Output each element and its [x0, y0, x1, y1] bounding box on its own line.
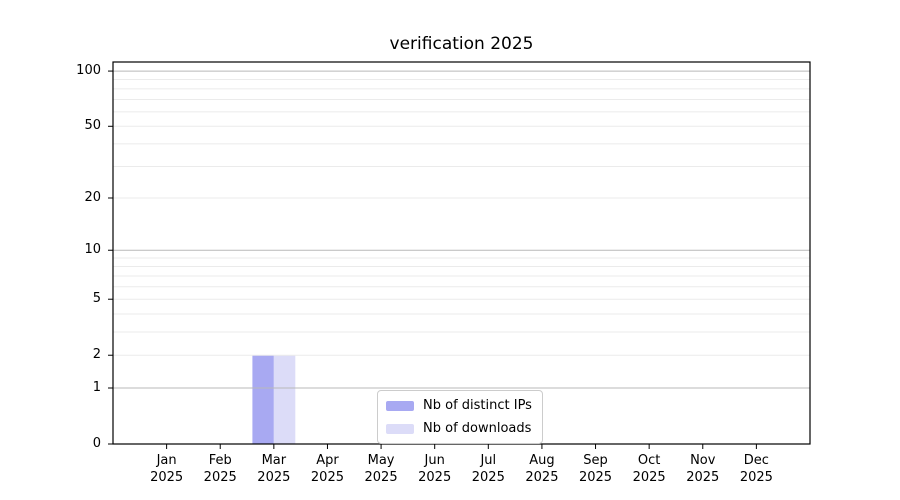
- x-tick-label: Jan 2025: [150, 453, 184, 485]
- y-tick-label: 20: [84, 189, 101, 205]
- plot-border: [112, 61, 811, 445]
- y-tick-label: 5: [92, 291, 101, 307]
- x-tick-label: Apr 2025: [310, 453, 344, 485]
- y-tick-label: 50: [84, 118, 101, 134]
- legend-entry: Nb of downloads: [386, 419, 532, 438]
- y-tick-label: 1: [92, 379, 101, 395]
- x-tick-label: Nov 2025: [686, 453, 720, 485]
- x-tick-label: Oct 2025: [632, 453, 666, 485]
- x-tick-label: Aug 2025: [525, 453, 559, 485]
- chart-title: verification 2025: [389, 34, 534, 54]
- x-tick-label: Sep 2025: [578, 453, 613, 485]
- y-tick-label: 0: [92, 436, 101, 451]
- legend-swatch-icon: [386, 423, 414, 434]
- legend-entry: Nb of distinct IPs: [386, 396, 532, 415]
- y-tick-label: 10: [84, 242, 101, 258]
- legend: Nb of distinct IPs Nb of downloads: [377, 390, 543, 444]
- x-tick-label: Dec 2025: [739, 453, 773, 485]
- legend-label: Nb of downloads: [423, 421, 532, 436]
- x-tick-label: Feb 2025: [203, 453, 237, 485]
- legend-label: Nb of distinct IPs: [423, 398, 532, 413]
- legend-swatch-icon: [386, 400, 414, 411]
- y-tick-label: 100: [76, 63, 101, 79]
- x-tick-label: Mar 2025: [257, 453, 291, 485]
- x-tick-label: Jun 2025: [418, 453, 452, 485]
- bar-nb-of-downloads: [273, 355, 296, 444]
- x-tick-label: Jul 2025: [471, 453, 505, 485]
- x-tick-label: May 2025: [364, 453, 398, 485]
- y-tick-label: 2: [92, 347, 101, 363]
- bar-nb-of-distinct-ips: [252, 355, 274, 444]
